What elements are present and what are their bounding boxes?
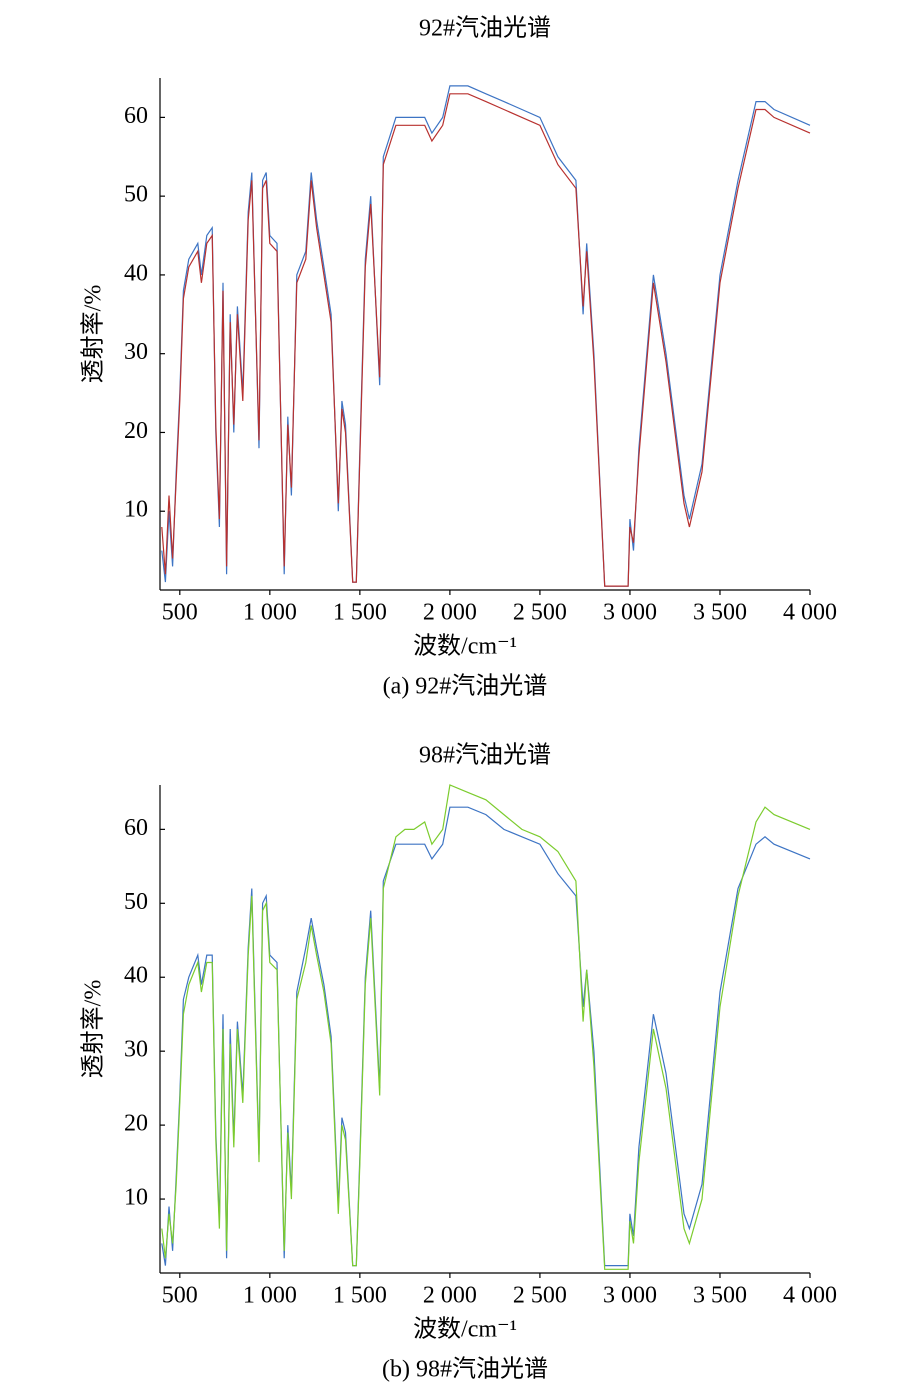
y-tick-label: 40: [124, 963, 148, 989]
x-tick-label: 2 500: [513, 600, 567, 626]
x-tick-label: 3 500: [693, 1283, 747, 1309]
spectrum-line: [161, 784, 811, 1270]
y-tick-label: 60: [124, 103, 148, 129]
x-axis-label: 波数/cm⁻¹: [413, 1316, 517, 1343]
y-tick-label: 10: [124, 497, 148, 523]
y-tick-label: 60: [124, 815, 148, 841]
x-tick-label: 1 500: [333, 1283, 387, 1309]
y-axis-label: 透射率/%: [80, 285, 107, 384]
caption: (b) 98#汽油光谱: [382, 1356, 548, 1383]
chart-title: 98#汽油光谱: [419, 742, 551, 769]
x-tick-label: 500: [162, 1283, 198, 1309]
spectrum-line: [161, 806, 811, 1267]
y-tick-label: 30: [124, 1037, 148, 1063]
x-tick-label: 1 000: [243, 1283, 297, 1309]
x-tick-label: 4 000: [783, 600, 837, 626]
chart-title: 92#汽油光谱: [419, 15, 551, 42]
x-axis-label: 波数/cm⁻¹: [413, 633, 517, 660]
y-tick-label: 30: [124, 339, 148, 365]
y-axis-label: 透射率/%: [80, 980, 107, 1079]
y-tick-label: 50: [124, 182, 148, 208]
x-tick-label: 4 000: [783, 1283, 837, 1309]
x-tick-label: 3 000: [603, 1283, 657, 1309]
spectrum-line: [161, 93, 811, 587]
spectrum-line: [161, 85, 811, 587]
x-tick-label: 2 000: [423, 1283, 477, 1309]
y-tick-label: 50: [124, 889, 148, 915]
x-tick-label: 2 500: [513, 1283, 567, 1309]
x-tick-label: 500: [162, 600, 198, 626]
x-tick-label: 1 000: [243, 600, 297, 626]
x-tick-label: 2 000: [423, 600, 477, 626]
y-tick-label: 40: [124, 260, 148, 286]
x-tick-label: 1 500: [333, 600, 387, 626]
x-tick-label: 3 000: [603, 600, 657, 626]
x-tick-label: 3 500: [693, 600, 747, 626]
caption: (a) 92#汽油光谱: [383, 673, 548, 700]
y-tick-label: 10: [124, 1185, 148, 1211]
y-tick-label: 20: [124, 1111, 148, 1137]
y-tick-label: 20: [124, 418, 148, 444]
